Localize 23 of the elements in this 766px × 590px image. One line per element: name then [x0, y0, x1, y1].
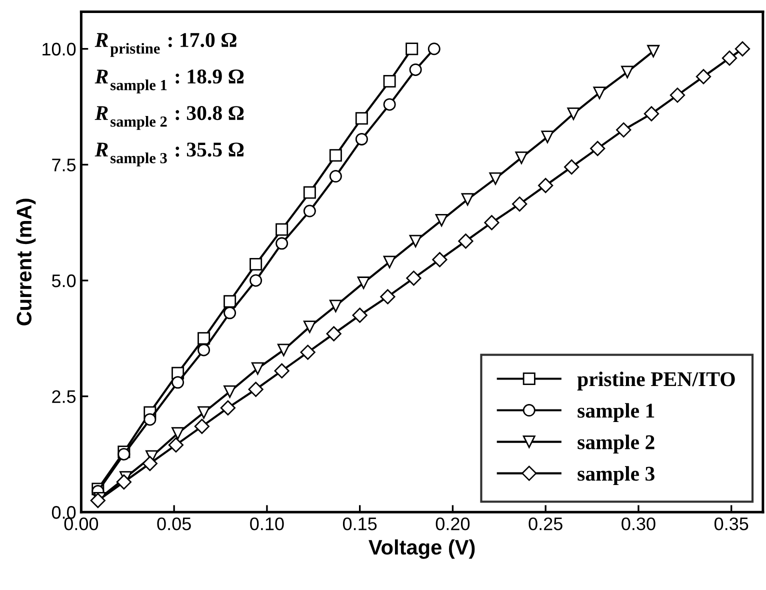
y-tick-label: 5.0 [52, 274, 76, 288]
x-tick-label: 0.05 [157, 517, 191, 530]
annotation: Rsample 1 : 18.9 Ω [94, 69, 244, 94]
x-tick-label: 0.10 [250, 517, 284, 530]
annotation: Rpristine : 17.0 Ω [94, 32, 236, 57]
y-tick-label: 10.0 [42, 42, 76, 56]
x-tick-label: 0.25 [528, 517, 562, 530]
legend-label: sample 2 [578, 434, 654, 454]
y-tick-label: 2.5 [52, 390, 76, 404]
y-tick-label: 7.5 [52, 158, 76, 172]
x-tick-label: 0.20 [436, 517, 470, 530]
x-tick-label: 0.00 [64, 517, 98, 530]
annotation: Rsample 2 : 30.8 Ω [94, 106, 244, 130]
legend-label: sample 3 [578, 466, 654, 486]
annotation: Rsample 3 : 35.5 Ω [94, 142, 244, 166]
legend-label: pristine PEN/ITO [577, 372, 735, 390]
legend-label: sample 1 [578, 403, 654, 422]
y-axis-title: Current (mA) [16, 198, 36, 326]
x-tick-label: 0.30 [622, 517, 656, 530]
x-axis-title: Voltage (V) [368, 539, 475, 559]
y-tick-label: 0.0 [52, 506, 76, 519]
x-tick-label: 0.15 [342, 517, 377, 530]
x-tick-label: 0.35 [714, 517, 748, 530]
